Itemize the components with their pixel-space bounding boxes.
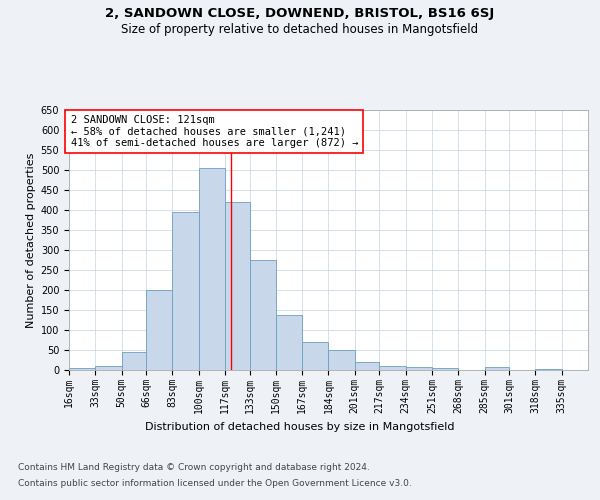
Bar [95,366,122,370]
Text: Distribution of detached houses by size in Mangotsfield: Distribution of detached houses by size … [145,422,455,432]
Bar [276,315,302,370]
Bar [250,260,276,370]
Text: Contains HM Land Registry data © Crown copyright and database right 2024.: Contains HM Land Registry data © Crown c… [18,462,370,471]
Text: 2 SANDOWN CLOSE: 121sqm
← 58% of detached houses are smaller (1,241)
41% of semi: 2 SANDOWN CLOSE: 121sqm ← 58% of detache… [71,115,358,148]
Text: Contains public sector information licensed under the Open Government Licence v3: Contains public sector information licen… [18,479,412,488]
Bar [379,366,406,370]
Text: Size of property relative to detached houses in Mangotsfield: Size of property relative to detached ho… [121,22,479,36]
Bar [225,202,250,370]
Bar [485,367,509,370]
Y-axis label: Number of detached properties: Number of detached properties [26,152,37,328]
Bar [329,350,355,370]
Bar [172,212,199,370]
Bar [69,368,95,370]
Bar [199,168,225,370]
Bar [122,352,146,370]
Text: 2, SANDOWN CLOSE, DOWNEND, BRISTOL, BS16 6SJ: 2, SANDOWN CLOSE, DOWNEND, BRISTOL, BS16… [106,8,494,20]
Bar [146,290,172,370]
Bar [406,367,432,370]
Bar [355,362,379,370]
Bar [432,368,458,370]
Bar [535,369,562,370]
Bar [302,342,329,370]
